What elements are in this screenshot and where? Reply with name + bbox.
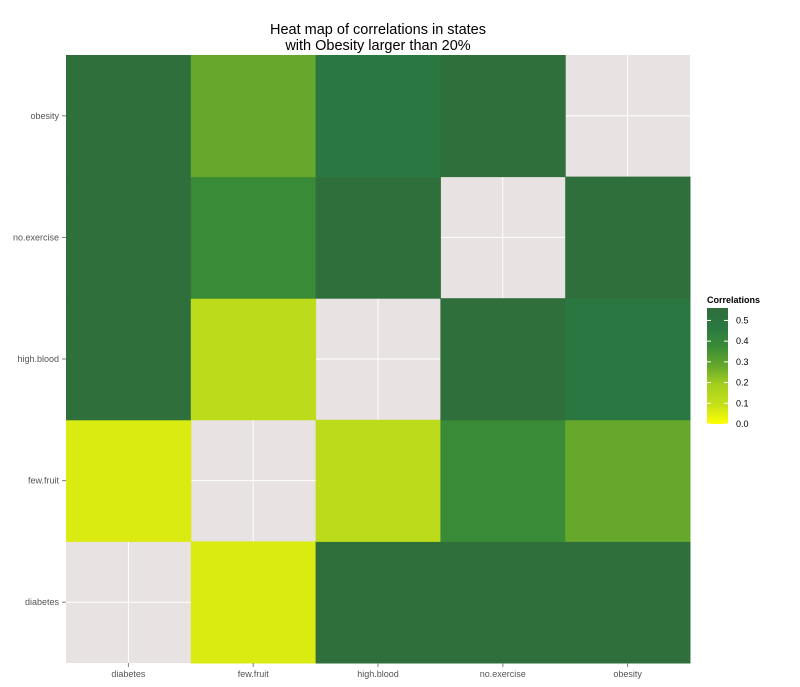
heatmap-tile: [190, 541, 317, 664]
heatmap-tiles: [66, 55, 691, 664]
legend-title: Correlations: [707, 295, 760, 305]
heatmap-tile: [66, 419, 192, 542]
x-tick-label: high.blood: [357, 669, 399, 679]
y-tick-label: few.fruit: [28, 476, 60, 486]
legend-tick-label: 0.2: [736, 378, 749, 388]
heatmap-tile: [565, 419, 691, 542]
heatmap-tile: [440, 298, 566, 421]
heatmap-tile: [66, 176, 192, 299]
legend-tick-label: 0.1: [736, 398, 749, 408]
legend-colorbar: [707, 308, 728, 424]
heatmap-tile: [565, 176, 691, 299]
heatmap-tile: [315, 55, 441, 178]
heatmap-tile: [66, 298, 192, 421]
heatmap-tile: [190, 298, 317, 421]
heatmap-tile: [315, 419, 441, 542]
chart-title: Heat map of correlations in states with …: [0, 22, 756, 54]
y-tick-label: obesity: [30, 111, 59, 121]
x-axis: diabetes few.fruit high.blood no.exercise ob…: [111, 663, 642, 679]
x-tick-label: few.fruit: [238, 669, 270, 679]
heatmap-tile: [66, 55, 192, 178]
x-tick-label: diabetes: [111, 669, 146, 679]
legend-tick-label: 0.4: [736, 336, 749, 346]
heatmap-tile: [315, 176, 441, 299]
chart-title-line-2: with Obesity larger than 20%: [285, 38, 471, 54]
legend: Correlations 0.5 0.4 0.3 0.2 0.1 0.0: [707, 295, 760, 429]
y-tick-label: high.blood: [17, 354, 59, 364]
heatmap-tile: [190, 176, 317, 299]
heatmap-tile: [190, 55, 317, 178]
x-tick-label: obesity: [613, 669, 642, 679]
chart-title-line-1: Heat map of correlations in states: [270, 22, 486, 38]
legend-tick-label: 0.5: [736, 315, 749, 325]
heatmap-tile: [440, 541, 566, 664]
y-tick-label: diabetes: [25, 597, 60, 607]
y-axis: diabetes few.fruit high.blood no.exercise ob…: [13, 111, 66, 607]
heatmap-tile: [440, 55, 566, 178]
legend-tick-label: 0.0: [736, 419, 749, 429]
heatmap-tile: [440, 419, 566, 542]
heatmap-tile: [315, 541, 441, 664]
legend-tick-label: 0.3: [736, 357, 749, 367]
heatmap-tile: [565, 298, 691, 421]
heatmap-tile: [565, 541, 691, 664]
x-tick-label: no.exercise: [480, 669, 526, 679]
y-tick-label: no.exercise: [13, 232, 59, 242]
